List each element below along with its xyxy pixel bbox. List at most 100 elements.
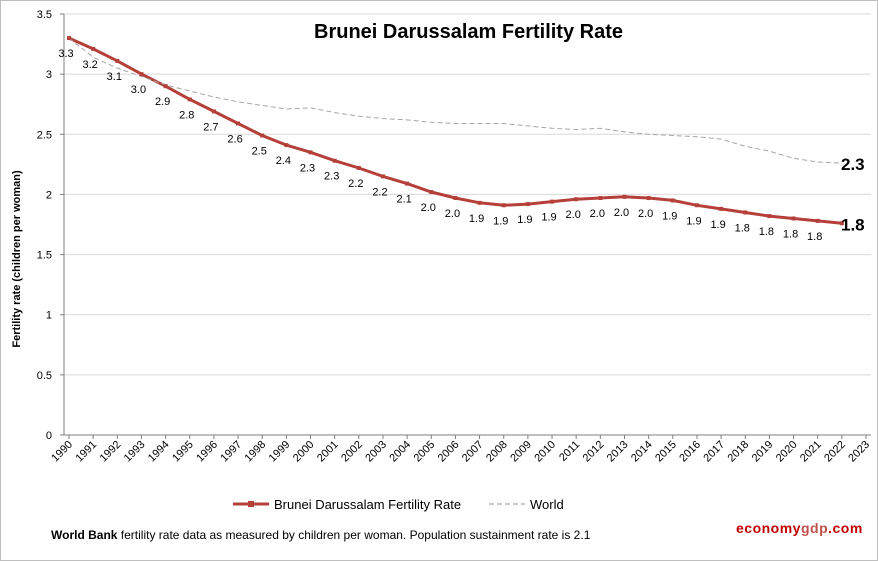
x-tick-label: 2012 (581, 439, 607, 465)
series-line-world (68, 37, 842, 164)
data-point (453, 196, 458, 201)
x-tick-label: 2022 (822, 439, 848, 465)
data-point (743, 210, 748, 215)
data-label: 2.2 (348, 178, 363, 190)
data-label: 1.8 (735, 222, 750, 234)
x-tick-label: 1991 (73, 439, 99, 465)
x-tick-label: 2007 (460, 439, 486, 465)
data-point (332, 158, 337, 163)
data-label: 1.8 (807, 231, 822, 243)
data-point (211, 109, 216, 114)
data-point (163, 84, 168, 89)
y-tick-label: 1.5 (37, 250, 52, 262)
data-point (284, 143, 289, 148)
data-label: 2.1 (396, 194, 411, 206)
brand-part3: .com (828, 520, 863, 536)
x-tick-label: 2005 (412, 439, 438, 465)
data-point (115, 58, 120, 63)
data-point (525, 202, 530, 207)
x-tick-label: 2018 (726, 439, 752, 465)
legend-brunei-swatch (233, 501, 269, 507)
data-point (477, 200, 482, 205)
data-label: 1.9 (686, 215, 701, 227)
legend-brunei-label: Brunei Darussalam Fertility Rate (274, 496, 462, 512)
x-tick-label: 2023 (846, 439, 872, 465)
brand-part1: economy (736, 520, 801, 536)
data-point (550, 199, 555, 204)
data-point (791, 216, 796, 221)
data-point (67, 36, 71, 41)
data-label: 1.8 (783, 228, 798, 240)
x-tick-label: 1994 (146, 439, 172, 465)
data-label: 2.0 (614, 207, 629, 219)
legend-world-label: World (530, 496, 564, 512)
data-point (260, 133, 265, 138)
x-tick-label: 2021 (798, 439, 824, 465)
data-label: 3.0 (131, 84, 146, 96)
data-label: 2.2 (372, 186, 387, 198)
data-point (767, 214, 772, 219)
data-label: 1.9 (710, 219, 725, 231)
data-point (815, 218, 820, 223)
brand-part2: gdp (800, 520, 829, 536)
x-tick-label: 2009 (508, 439, 534, 465)
data-point (646, 196, 651, 201)
chart-title: Brunei Darussalam Fertility Rate (314, 21, 623, 43)
x-tick-label: 1996 (194, 439, 220, 465)
brand-logo: economygdp.com (736, 520, 863, 536)
series-line-brunei (68, 36, 842, 225)
data-label: 2.6 (227, 133, 242, 145)
legend-world-swatch (489, 503, 525, 505)
data-point (694, 203, 699, 208)
data-label: 3.2 (83, 59, 98, 71)
x-tick-label: 2004 (387, 439, 413, 465)
data-point (670, 198, 675, 203)
x-tick-label: 2015 (653, 439, 679, 465)
data-point (598, 196, 603, 201)
x-tick-label: 2008 (484, 439, 510, 465)
footnote-text: fertility rate data as measured by child… (117, 528, 591, 542)
footnote-source: World Bank (51, 528, 118, 542)
x-tick-label: 2020 (774, 439, 800, 465)
data-point (574, 197, 579, 202)
data-point (839, 221, 844, 226)
x-tick-label: 2017 (701, 439, 727, 465)
x-tick-label: 2016 (677, 439, 703, 465)
data-label: 2.7 (203, 121, 218, 133)
x-tick-label: 2019 (750, 439, 776, 465)
x-tick-label: 2001 (315, 439, 341, 465)
data-point (501, 203, 506, 208)
data-label: 2.0 (445, 208, 460, 220)
data-label: 2.0 (566, 209, 581, 221)
x-tick-label: 2006 (436, 439, 462, 465)
y-tick-label: 0.5 (37, 370, 52, 382)
data-label: 2.0 (590, 208, 605, 220)
data-label: 2.9 (155, 96, 170, 108)
x-tick-label: 2011 (557, 439, 582, 464)
y-tick-label: 0 (46, 430, 52, 442)
data-point (308, 150, 313, 155)
legend-brunei: Brunei Darussalam Fertility Rate (233, 494, 461, 514)
data-label: 2.3 (324, 171, 339, 183)
data-label: 2.5 (252, 145, 267, 157)
data-label: 2.3 (300, 162, 315, 174)
data-point (380, 174, 385, 179)
data-point (622, 194, 627, 199)
data-label: 2.0 (638, 208, 653, 220)
data-label: 1.9 (517, 214, 532, 226)
data-point (187, 97, 192, 102)
data-label: 1.8 (759, 226, 774, 238)
x-tick-label: 2010 (532, 439, 558, 465)
y-tick-label: 1 (46, 310, 52, 322)
x-tick-label: 2013 (605, 439, 631, 465)
data-label: 1.9 (662, 210, 677, 222)
x-tick-label: 1997 (218, 439, 244, 465)
x-tick-label: 1995 (170, 439, 196, 465)
x-tick-label: 2003 (363, 439, 389, 465)
data-point (236, 121, 241, 126)
end-label-brunei: 1.8 (841, 215, 865, 234)
end-label-world: 2.3 (841, 155, 865, 174)
data-label: 2.8 (179, 109, 194, 121)
data-point (91, 46, 96, 51)
